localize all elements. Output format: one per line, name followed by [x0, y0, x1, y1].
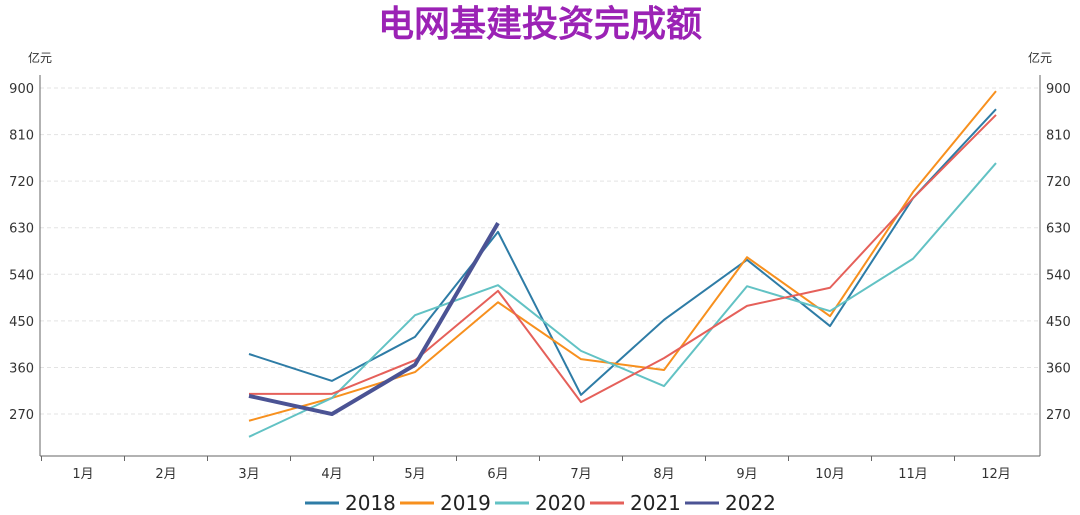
x-tick-label: 12月: [981, 467, 1011, 482]
y-tick-label-right: 720: [1046, 175, 1071, 190]
x-tick-label: 1月: [72, 467, 93, 482]
legend-label-2022: 2022: [725, 491, 776, 515]
legend-label-2021: 2021: [630, 491, 681, 515]
legend-label-2019: 2019: [440, 491, 491, 515]
legend-label-2018: 2018: [345, 491, 396, 515]
x-tick-label: 5月: [404, 467, 425, 482]
y-tick-label-right: 900: [1046, 82, 1071, 97]
y-tick-label-left: 360: [9, 361, 34, 376]
series-line-2020: [248, 162, 997, 438]
y-tick-label-right: 450: [1046, 315, 1071, 330]
x-tick-label: 3月: [238, 467, 259, 482]
y-tick-label-left: 630: [9, 222, 34, 237]
chart-title: 电网基建投资完成额: [378, 4, 702, 45]
legend-label-2020: 2020: [535, 491, 586, 515]
y-tick-label-right: 810: [1046, 129, 1071, 144]
x-tick-label: 8月: [653, 467, 674, 482]
series-line-2018: [248, 108, 997, 396]
x-tick-label: 2月: [155, 467, 176, 482]
y-tick-label-left: 720: [9, 175, 34, 190]
y-tick-label-left: 810: [9, 129, 34, 144]
y-tick-label-left: 540: [9, 268, 34, 283]
x-tick-label: 9月: [736, 467, 757, 482]
series-line-2019: [248, 90, 997, 422]
y-tick-label-left: 900: [9, 82, 34, 97]
series-line-2022: [248, 222, 500, 417]
x-tick-label: 10月: [815, 467, 845, 482]
y-axis-unit-left: 亿元: [28, 50, 52, 65]
y-tick-label-right: 360: [1046, 361, 1071, 376]
x-tick-label: 7月: [570, 467, 591, 482]
y-tick-label-right: 540: [1046, 268, 1071, 283]
y-tick-label-right: 630: [1046, 222, 1071, 237]
y-tick-label-right: 270: [1046, 408, 1071, 423]
x-tick-label: 11月: [898, 467, 928, 482]
series-line-2021: [249, 114, 997, 404]
y-tick-label-left: 270: [9, 408, 34, 423]
y-tick-label-left: 450: [9, 315, 34, 330]
x-tick-label: 4月: [321, 467, 342, 482]
x-tick-label: 6月: [487, 467, 508, 482]
y-axis-unit-right: 亿元: [1028, 50, 1052, 65]
